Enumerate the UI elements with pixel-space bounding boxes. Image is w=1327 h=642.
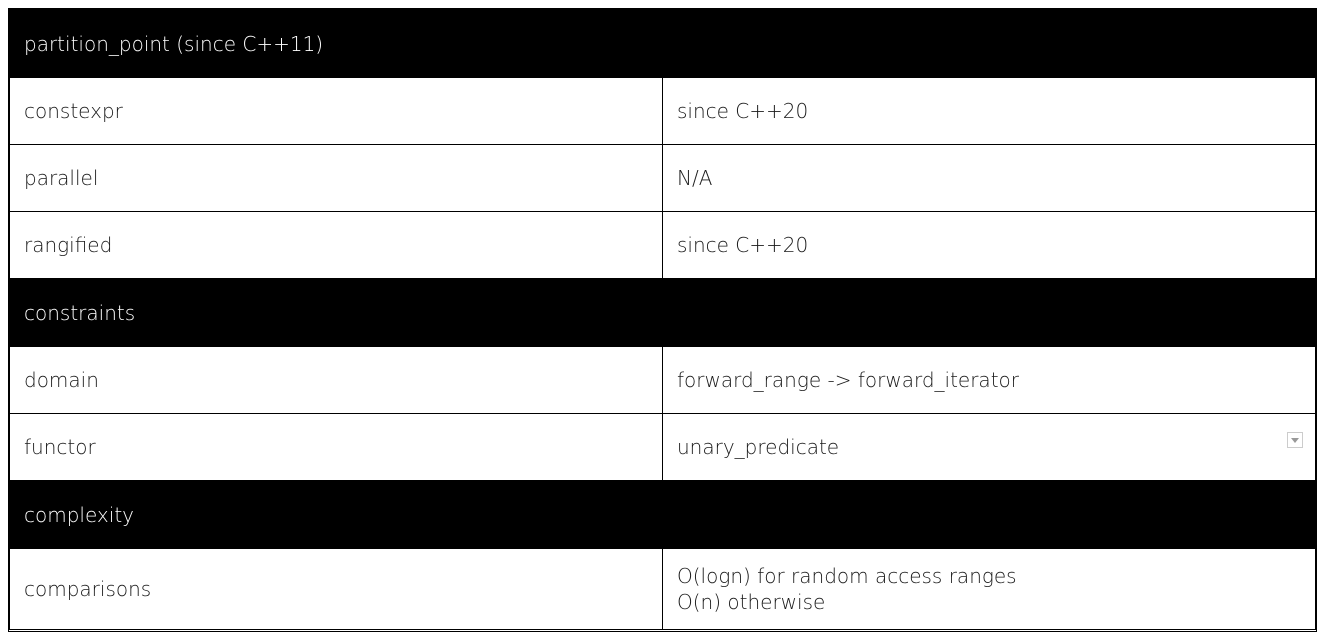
row-label-functor: functor xyxy=(9,413,663,481)
algorithm-info-table: partition_point (since C++11) constexpr … xyxy=(9,9,1316,630)
row-value-domain: forward_range -> forward_iterator xyxy=(662,346,1316,414)
section-title-partition-point: partition_point (since C++11) xyxy=(9,9,1316,78)
row-value-comparisons: O(logn) for random access ranges O(n) ot… xyxy=(662,548,1316,630)
row-label-constexpr: constexpr xyxy=(9,77,663,145)
row-value-functor-cell: unary_predicate xyxy=(662,413,1316,481)
row-value-rangified: since C++20 xyxy=(662,211,1316,279)
table-row-constexpr: constexpr since C++20 xyxy=(9,77,1316,145)
row-label-comparisons: comparisons xyxy=(9,548,663,630)
section-complexity-row: complexity xyxy=(9,480,1316,549)
section-title-constraints: constraints xyxy=(9,278,1316,347)
row-value-parallel: N/A xyxy=(662,144,1316,212)
row-value-functor: unary_predicate xyxy=(677,435,840,459)
dropdown-arrow-icon[interactable] xyxy=(1287,432,1303,448)
comparisons-line-2: O(n) otherwise xyxy=(677,590,826,614)
section-title-complexity: complexity xyxy=(9,480,1316,549)
algorithm-info-table-container: partition_point (since C++11) constexpr … xyxy=(8,8,1317,632)
table-row-rangified: rangified since C++20 xyxy=(9,211,1316,279)
row-label-domain: domain xyxy=(9,346,663,414)
section-header-row: partition_point (since C++11) xyxy=(9,9,1316,78)
table-row-parallel: parallel N/A xyxy=(9,144,1316,212)
comparisons-line-1: O(logn) for random access ranges xyxy=(677,564,1017,588)
row-label-parallel: parallel xyxy=(9,144,663,212)
table-row-functor: functor unary_predicate xyxy=(9,413,1316,481)
row-label-rangified: rangified xyxy=(9,211,663,279)
table-row-comparisons: comparisons O(logn) for random access ra… xyxy=(9,548,1316,630)
table-row-domain: domain forward_range -> forward_iterator xyxy=(9,346,1316,414)
section-constraints-row: constraints xyxy=(9,278,1316,347)
row-value-constexpr: since C++20 xyxy=(662,77,1316,145)
